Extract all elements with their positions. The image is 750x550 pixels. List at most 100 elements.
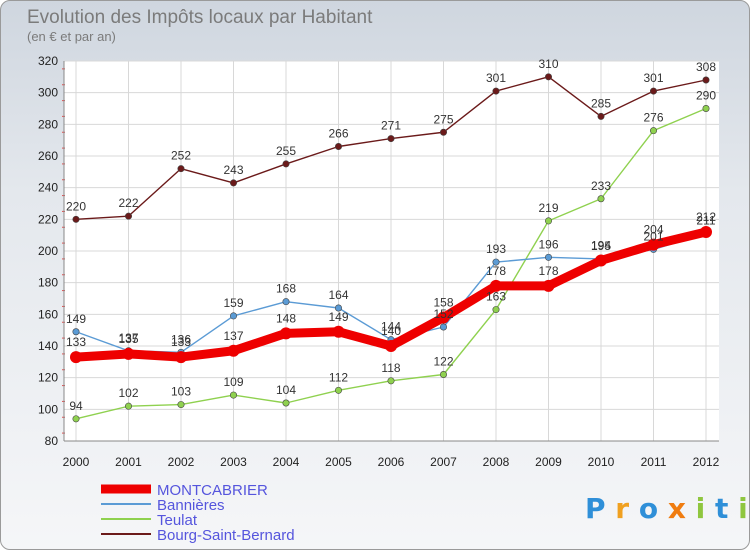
legend-label-montcabrier: MONTCABRIER: [157, 482, 268, 499]
logo-letter-x: x: [668, 492, 686, 525]
data-point-banni-res: [439, 323, 447, 331]
data-point-teulat: [230, 391, 238, 399]
data-point-montcabrier: [542, 279, 555, 292]
data-label-banni-res: 159: [223, 296, 243, 310]
data-point-bourg-saint-bernard: [544, 73, 552, 81]
data-label-montcabrier: 178: [486, 264, 506, 278]
y-tick-label: 120: [38, 371, 58, 385]
legend: MONTCABRIERBannièresTeulatBourg-Saint-Be…: [101, 482, 295, 544]
data-label-teulat: 94: [69, 399, 83, 413]
x-tick-label: 2001: [115, 455, 142, 469]
data-label-banni-res: 201: [643, 229, 663, 243]
y-tick-label: 260: [38, 149, 58, 163]
y-tick-label: 280: [38, 117, 58, 131]
data-point-montcabrier: [70, 351, 82, 364]
legend-label-banni-res: Bannières: [157, 497, 225, 514]
data-label-bourg-saint-bernard: 275: [433, 112, 453, 126]
logo-letter-t: t: [715, 492, 728, 525]
x-tick-label: 2009: [535, 455, 562, 469]
x-tick-label: 2006: [378, 455, 405, 469]
data-label-teulat: 276: [643, 111, 663, 125]
logo-letter-o: o: [639, 492, 658, 525]
data-label-bourg-saint-bernard: 285: [591, 96, 611, 110]
data-label-banni-res: 195: [591, 239, 611, 253]
data-label-bourg-saint-bernard: 255: [276, 144, 296, 158]
legend-label-bourg-saint-bernard: Bourg-Saint-Bernard: [157, 527, 295, 544]
data-point-bourg-saint-bernard: [597, 112, 605, 120]
x-tick-label: 2003: [220, 455, 247, 469]
data-point-montcabrier: [122, 347, 135, 360]
logo-letter-i2: i: [738, 492, 748, 525]
x-tick-label: 2012: [693, 455, 720, 469]
proxiti-logo: P r o x i t i: [585, 492, 748, 525]
data-point-montcabrier: [332, 325, 345, 338]
data-point-montcabrier: [437, 311, 450, 324]
data-point-bourg-saint-bernard: [282, 160, 290, 168]
data-point-teulat: [125, 402, 133, 410]
chart-subtitle: (en € et par an): [27, 29, 116, 44]
data-point-montcabrier: [490, 279, 502, 292]
logo-letter-r: r: [615, 492, 629, 525]
data-point-bourg-saint-bernard: [387, 135, 395, 143]
data-point-bourg-saint-bernard: [439, 128, 447, 136]
data-label-banni-res: 149: [66, 312, 86, 326]
data-point-teulat: [72, 415, 80, 423]
y-tick-label: 180: [38, 276, 58, 290]
data-label-teulat: 103: [171, 385, 191, 399]
data-point-bourg-saint-bernard: [230, 179, 238, 187]
legend-label-teulat: Teulat: [157, 512, 198, 529]
data-label-banni-res: 144: [381, 320, 401, 334]
data-point-bourg-saint-bernard: [702, 76, 710, 84]
data-point-banni-res: [72, 328, 80, 336]
data-label-montcabrier: 158: [433, 296, 453, 310]
data-label-bourg-saint-bernard: 301: [486, 71, 506, 85]
data-label-bourg-saint-bernard: 266: [328, 127, 348, 141]
x-tick-label: 2005: [325, 455, 352, 469]
data-label-teulat: 118: [381, 361, 400, 375]
data-point-bourg-saint-bernard: [125, 212, 133, 220]
data-point-banni-res: [334, 304, 342, 312]
logo-letter-p: P: [585, 492, 606, 525]
data-label-montcabrier: 204: [643, 223, 663, 237]
data-label-bourg-saint-bernard: 310: [538, 57, 558, 71]
x-tick-label: 2004: [273, 455, 300, 469]
data-label-teulat: 112: [329, 370, 348, 384]
data-label-bourg-saint-bernard: 220: [66, 199, 86, 213]
data-point-montcabrier: [385, 340, 397, 352]
x-tick-label: 2000: [63, 455, 90, 469]
data-label-banni-res: 193: [486, 242, 506, 256]
data-label-teulat: 219: [538, 201, 558, 215]
data-label-montcabrier: 194: [591, 239, 611, 253]
data-point-montcabrier: [227, 344, 240, 357]
data-point-bourg-saint-bernard: [334, 143, 342, 151]
chart-title: Evolution des Impôts locaux par Habitant: [27, 7, 373, 28]
data-point-teulat: [439, 370, 447, 378]
data-label-montcabrier: 137: [223, 329, 243, 343]
x-tick-label: 2010: [588, 455, 615, 469]
data-label-montcabrier: 133: [171, 335, 191, 349]
y-tick-label: 220: [38, 212, 58, 226]
data-point-teulat: [334, 386, 342, 394]
data-point-bourg-saint-bernard: [492, 87, 500, 95]
data-point-montcabrier: [175, 351, 187, 364]
x-tick-label: 2011: [641, 455, 667, 469]
data-label-bourg-saint-bernard: 271: [381, 119, 401, 133]
data-label-bourg-saint-bernard: 243: [223, 163, 243, 177]
data-point-bourg-saint-bernard: [72, 215, 80, 223]
data-label-banni-res: 137: [118, 331, 138, 345]
data-point-teulat: [649, 127, 657, 135]
y-tick-label: 80: [45, 434, 59, 448]
data-point-montcabrier: [647, 238, 660, 251]
data-point-teulat: [282, 399, 290, 407]
logo-letter-i1: i: [696, 492, 706, 525]
data-point-teulat: [544, 217, 552, 225]
data-label-banni-res: 164: [328, 288, 348, 302]
data-label-montcabrier: 149: [328, 310, 348, 324]
data-label-bourg-saint-bernard: 308: [696, 60, 716, 74]
data-point-teulat: [702, 105, 710, 113]
data-point-teulat: [597, 195, 605, 203]
data-point-montcabrier: [280, 327, 292, 340]
y-tick-label: 100: [38, 402, 58, 416]
data-label-banni-res: 196: [538, 237, 558, 251]
